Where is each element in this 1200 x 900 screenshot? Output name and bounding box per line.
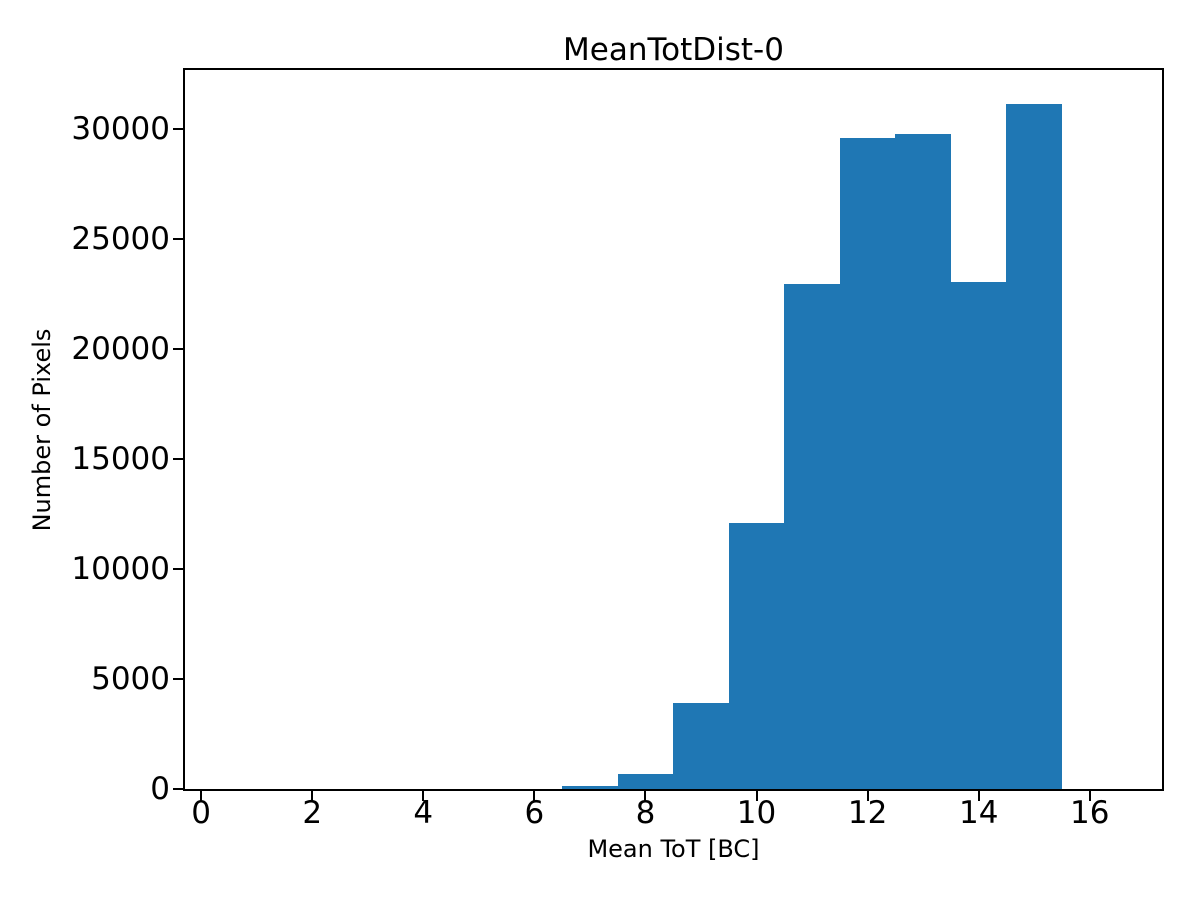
y-tick-label: 20000 [71, 331, 170, 368]
y-tick-mark [173, 128, 183, 131]
y-tick-mark [173, 568, 183, 571]
x-tick-mark [422, 791, 425, 801]
x-tick-mark [977, 791, 980, 801]
y-tick-mark [173, 348, 183, 351]
plot-area [183, 68, 1164, 791]
x-tick-mark [644, 791, 647, 801]
y-tick-label: 30000 [71, 111, 170, 148]
y-tick-mark [173, 238, 183, 241]
x-tick-label: 12 [847, 795, 888, 831]
chart-title: MeanTotDist-0 [563, 32, 784, 68]
histogram-bar [1006, 104, 1062, 789]
x-tick-mark [1088, 791, 1091, 801]
x-tick-mark [755, 791, 758, 801]
x-tick-label: 4 [413, 795, 434, 831]
histogram-bar [728, 522, 785, 789]
x-tick-label: 14 [958, 795, 999, 831]
y-tick-label: 25000 [71, 221, 170, 258]
y-tick-mark [173, 678, 183, 681]
y-tick-label: 10000 [71, 551, 170, 588]
y-tick-mark [173, 458, 183, 461]
x-tick-mark [200, 791, 203, 801]
histogram-bar [673, 703, 729, 789]
x-tick-mark [866, 791, 869, 801]
y-tick-mark [173, 788, 183, 790]
x-tick-label: 10 [736, 795, 777, 831]
x-tick-label: 2 [302, 795, 323, 831]
y-tick-label: 5000 [91, 661, 170, 697]
x-tick-label: 16 [1070, 795, 1110, 831]
x-tick-mark [311, 791, 314, 801]
x-tick-mark [533, 791, 536, 801]
histogram-bar [950, 281, 1007, 789]
histogram-bar [839, 137, 896, 789]
x-tick-label: 0 [191, 795, 211, 831]
x-tick-label: 8 [635, 795, 656, 831]
y-axis-label: Number of Pixels [28, 328, 56, 532]
x-axis-label: Mean ToT [BC] [587, 835, 760, 863]
y-tick-label: 0 [150, 770, 170, 807]
histogram-bar [617, 773, 674, 789]
histogram-bar [562, 786, 618, 789]
histogram-bar [895, 134, 951, 789]
y-tick-label: 15000 [71, 441, 170, 478]
histogram-bar [784, 284, 840, 789]
x-tick-label: 6 [524, 795, 545, 831]
